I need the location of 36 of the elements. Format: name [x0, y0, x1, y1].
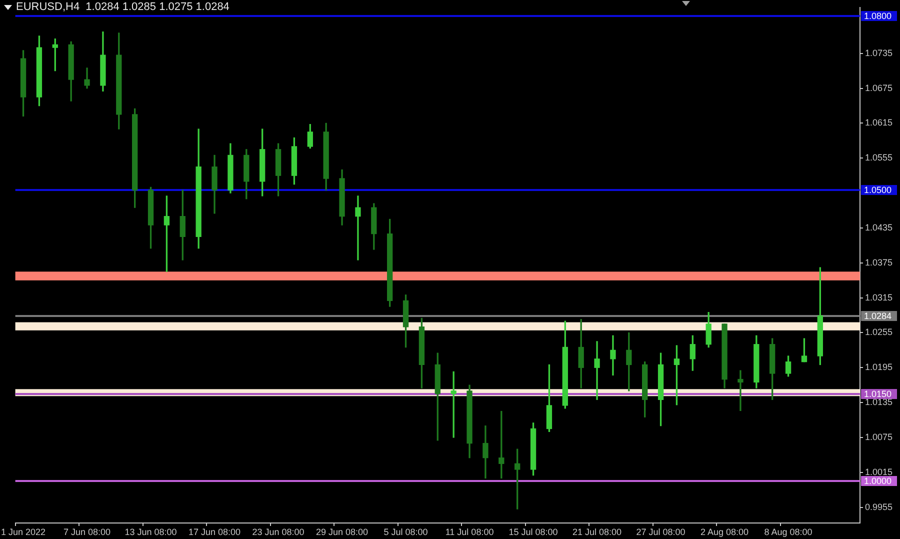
ref-line-label: 1.0284	[864, 310, 892, 321]
y-tick-label: 1.0015	[865, 466, 893, 477]
ref-line-label: 1.0000	[864, 476, 892, 486]
x-tick-label: 1 Jun 2022	[0, 526, 46, 537]
ref-line-label: 1.0150	[864, 388, 892, 399]
y-tick-label: 1.0135	[865, 397, 893, 408]
x-tick-label: 11 Jul 08:00	[445, 526, 494, 537]
y-tick-label: 1.0615	[865, 118, 893, 128]
y-tick-label: 1.0315	[865, 292, 893, 302]
candlestick	[738, 370, 744, 412]
ref-line-label: 1.0500	[864, 184, 892, 195]
y-tick-label: 0.9955	[865, 502, 893, 512]
x-tick-label: 8 Aug 08:00	[764, 526, 812, 537]
x-tick-label: 23 Jun 08:00	[252, 526, 304, 537]
y-tick-label: 1.0195	[865, 362, 893, 372]
ref-line-label: 1.0800	[864, 10, 892, 21]
y-tick-label: 1.0255	[865, 327, 893, 338]
x-tick-label: 15 Jul 08:00	[508, 526, 558, 537]
x-tick-label: 7 Jun 08:00	[63, 526, 111, 537]
x-tick-label: 5 Jul 08:00	[384, 526, 428, 537]
x-tick-label: 29 Jun 08:00	[316, 526, 368, 537]
y-tick-label: 1.0555	[865, 152, 893, 163]
x-tick-label: 2 Aug 08:00	[700, 526, 749, 537]
y-tick-label: 1.0735	[865, 48, 893, 58]
candlestick	[610, 335, 616, 376]
y-tick-label: 1.0375	[865, 257, 893, 268]
y-tick-label: 1.0075	[865, 432, 893, 442]
x-tick-label: 21 Jul 08:00	[572, 526, 622, 537]
x-tick-label: 17 Jun 08:00	[188, 526, 241, 537]
candlestick	[355, 196, 361, 260]
x-tick-label: 13 Jun 08:00	[124, 526, 177, 537]
chart-title: EURUSD,H4 1.0284 1.0285 1.0275 1.0284	[16, 1, 230, 13]
candlestick	[594, 341, 600, 400]
x-tick-label: 27 Jul 08:00	[636, 526, 686, 537]
y-tick-label: 1.0675	[865, 82, 893, 93]
y-tick-label: 1.0435	[865, 222, 893, 232]
